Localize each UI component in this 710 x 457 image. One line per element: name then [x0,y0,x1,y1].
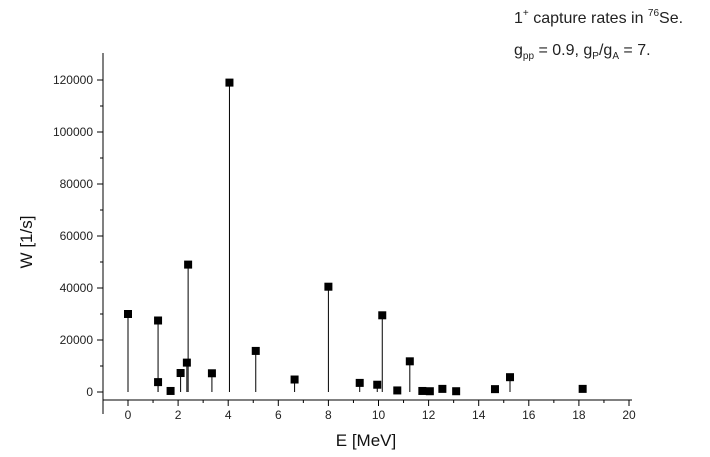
y-tick-label: 100000 [53,125,93,139]
data-point [225,78,234,87]
data-point [452,387,461,396]
data-point [418,386,427,395]
y-ticks: 0 20000 40000 60000 80000 100000 120000 [53,73,103,399]
x-ticks: 0 2 4 6 8 10 12 14 16 18 20 [125,400,636,422]
x-tick-label: 6 [275,408,282,422]
data-point [124,310,132,318]
data-point [490,385,499,394]
y-tick-label: 120000 [53,73,93,87]
data-point [184,260,193,269]
y-tick-label: 0 [86,385,93,399]
data-point [176,369,185,378]
data-point [251,346,260,355]
data-point [578,384,587,393]
data-point [373,380,382,389]
data-point [324,282,333,291]
data-stems [127,82,584,392]
data-point [438,384,447,393]
x-tick-label: 18 [572,408,586,422]
annotation-line-2: gpp = 0.9, gP/gA = 7. [514,42,651,62]
y-tick-label: 20000 [60,333,94,347]
x-tick-label: 16 [522,408,536,422]
data-point [405,357,414,366]
data-point [290,375,299,384]
data-point [506,373,515,382]
data-point [154,378,163,387]
x-tick-label: 4 [225,408,232,422]
y-tick-label: 80000 [60,177,94,191]
y-tick-label: 60000 [60,229,94,243]
x-tick-label: 10 [372,408,386,422]
data-point [378,311,387,320]
x-tick-label: 14 [472,408,486,422]
y-tick-label: 40000 [60,281,94,295]
x-axis-title: E [MeV] [336,431,396,450]
x-tick-label: 2 [175,408,182,422]
x-tick-label: 8 [325,408,332,422]
y-axis-title: W [1/s] [17,216,36,269]
data-point [425,387,434,396]
data-point [154,316,163,325]
x-tick-label: 20 [622,408,636,422]
data-point [207,369,216,378]
annotation-line-1: 1+ capture rates in 76Se. [514,8,683,27]
data-point [393,386,402,395]
x-tick-label: 0 [125,408,132,422]
data-markers [124,78,587,396]
data-point [355,378,364,387]
x-tick-label: 12 [422,408,436,422]
data-point [166,386,175,395]
data-point [182,358,191,367]
